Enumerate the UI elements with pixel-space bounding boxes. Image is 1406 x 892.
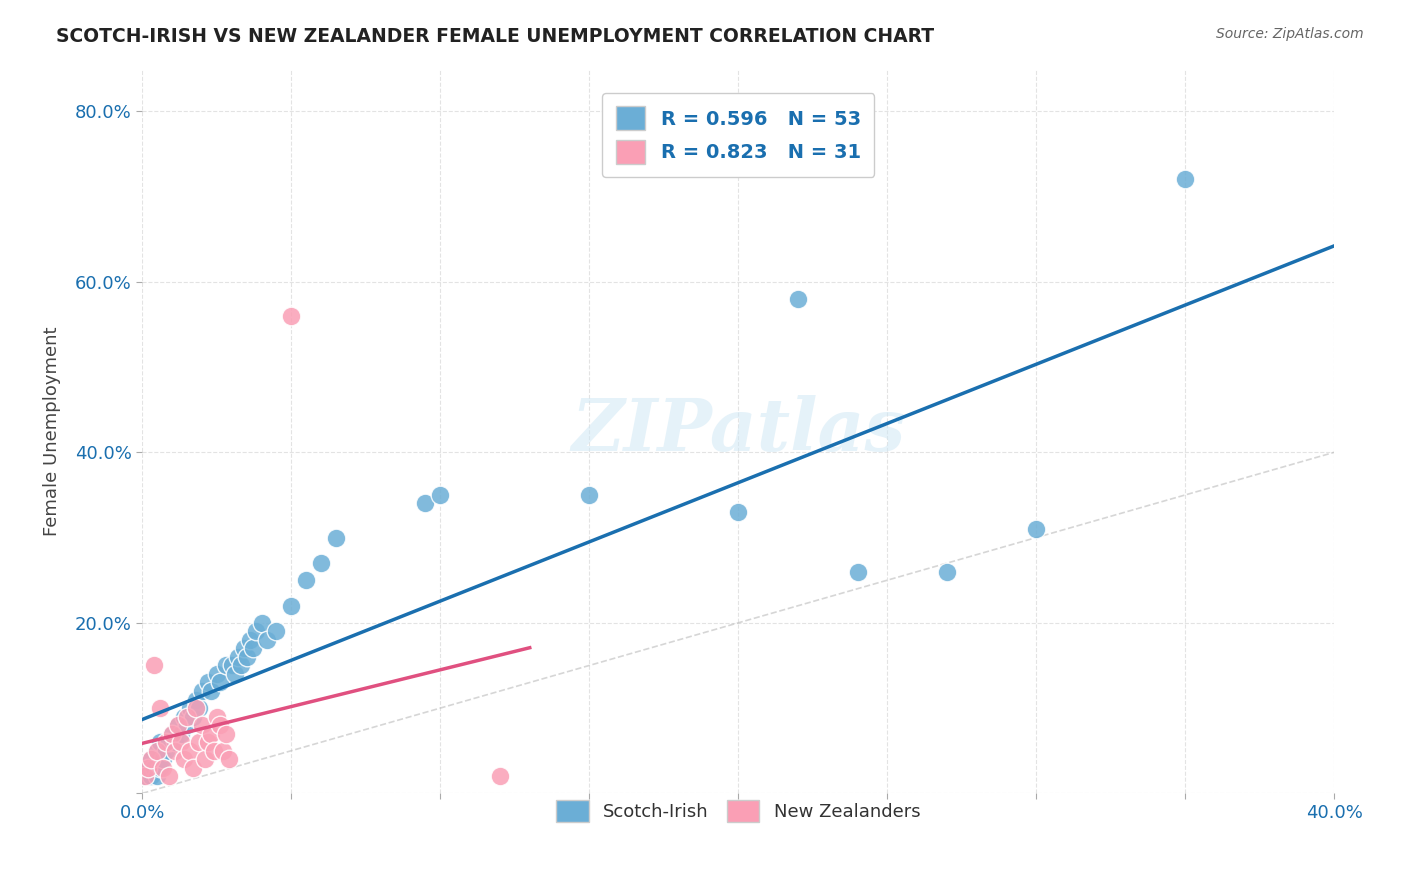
Point <box>160 726 183 740</box>
Point <box>181 709 204 723</box>
Point <box>187 701 209 715</box>
Point <box>176 709 198 723</box>
Point <box>155 735 177 749</box>
Point <box>134 769 156 783</box>
Point <box>197 735 219 749</box>
Text: ZIPatlas: ZIPatlas <box>571 395 905 467</box>
Point <box>187 735 209 749</box>
Point <box>149 701 172 715</box>
Point <box>218 752 240 766</box>
Point <box>197 675 219 690</box>
Text: SCOTCH-IRISH VS NEW ZEALANDER FEMALE UNEMPLOYMENT CORRELATION CHART: SCOTCH-IRISH VS NEW ZEALANDER FEMALE UNE… <box>56 27 935 45</box>
Point <box>155 744 177 758</box>
Point <box>176 718 198 732</box>
Point <box>229 658 252 673</box>
Point <box>846 565 869 579</box>
Point <box>221 658 243 673</box>
Point <box>205 667 228 681</box>
Point <box>170 726 193 740</box>
Point <box>167 718 190 732</box>
Point <box>165 744 187 758</box>
Point <box>152 752 174 766</box>
Point <box>280 599 302 613</box>
Point <box>194 752 217 766</box>
Point <box>157 735 180 749</box>
Point <box>181 761 204 775</box>
Point <box>136 761 159 775</box>
Point <box>160 726 183 740</box>
Point <box>143 658 166 673</box>
Point <box>191 718 214 732</box>
Point <box>141 752 163 766</box>
Point <box>146 744 169 758</box>
Point <box>179 701 201 715</box>
Point <box>208 675 231 690</box>
Point <box>235 649 257 664</box>
Point <box>152 761 174 775</box>
Point <box>200 684 222 698</box>
Point <box>200 726 222 740</box>
Point <box>165 735 187 749</box>
Point <box>936 565 959 579</box>
Point <box>173 752 195 766</box>
Point <box>309 556 332 570</box>
Point <box>232 641 254 656</box>
Point <box>141 769 163 783</box>
Text: Source: ZipAtlas.com: Source: ZipAtlas.com <box>1216 27 1364 41</box>
Point <box>170 735 193 749</box>
Point <box>224 667 246 681</box>
Point <box>141 752 163 766</box>
Point <box>1174 172 1197 186</box>
Point <box>245 624 267 639</box>
Point <box>1025 522 1047 536</box>
Point <box>184 692 207 706</box>
Point <box>787 292 810 306</box>
Point <box>215 658 238 673</box>
Point <box>146 744 169 758</box>
Point <box>184 701 207 715</box>
Point <box>215 726 238 740</box>
Point <box>211 744 233 758</box>
Point <box>325 531 347 545</box>
Point <box>143 761 166 775</box>
Point <box>191 684 214 698</box>
Point <box>250 615 273 630</box>
Point <box>429 488 451 502</box>
Point <box>280 309 302 323</box>
Point <box>167 718 190 732</box>
Point <box>415 496 437 510</box>
Point <box>157 769 180 783</box>
Point <box>149 735 172 749</box>
Y-axis label: Female Unemployment: Female Unemployment <box>44 326 60 536</box>
Point <box>295 573 318 587</box>
Point <box>226 649 249 664</box>
Point <box>489 769 512 783</box>
Point <box>136 761 159 775</box>
Point <box>179 744 201 758</box>
Point <box>266 624 288 639</box>
Point <box>202 744 225 758</box>
Point <box>134 769 156 783</box>
Point <box>727 505 749 519</box>
Point <box>173 709 195 723</box>
Point <box>149 761 172 775</box>
Point <box>146 769 169 783</box>
Point <box>208 718 231 732</box>
Point <box>205 709 228 723</box>
Point <box>242 641 264 656</box>
Point <box>256 632 278 647</box>
Legend: Scotch-Irish, New Zealanders: Scotch-Irish, New Zealanders <box>544 788 934 835</box>
Point <box>578 488 600 502</box>
Point <box>239 632 262 647</box>
